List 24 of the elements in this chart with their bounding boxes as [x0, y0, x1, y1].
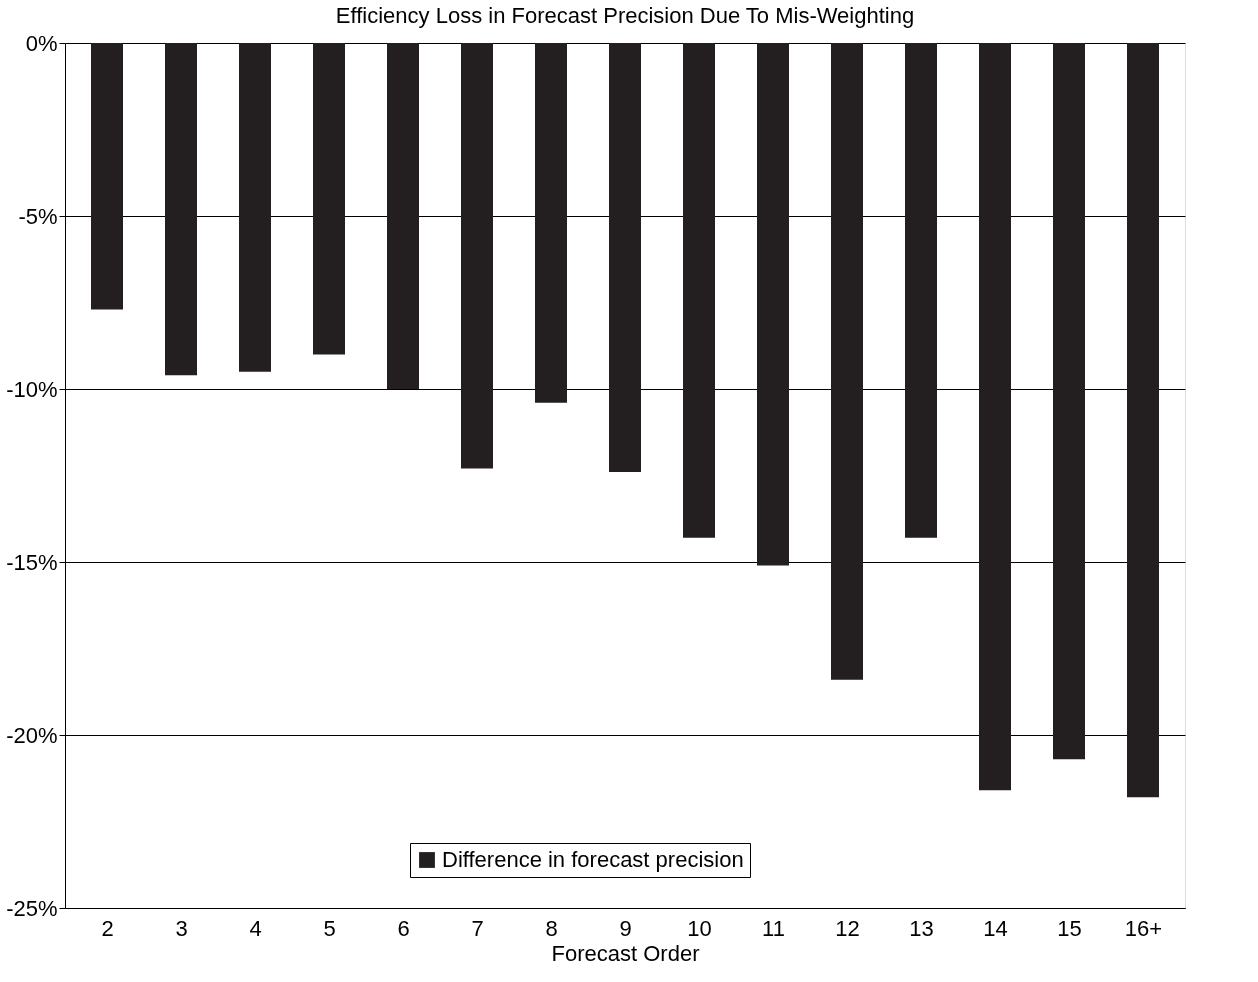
- x-tick-label: 15: [1057, 915, 1082, 941]
- x-tick-label: 3: [175, 915, 188, 941]
- chart-title: Efficiency Loss in Forecast Precision Due To Mis-Weighting: [335, 3, 915, 28]
- legend-label: Difference in forecast precision: [442, 847, 744, 872]
- x-tick-label: 12: [835, 915, 860, 941]
- x-axis-title: Forecast Order: [551, 940, 700, 966]
- x-tick-label: 2: [101, 915, 114, 941]
- x-tick-label: 10: [687, 915, 712, 941]
- y-tick-label: -20%: [6, 722, 58, 748]
- x-tick-label: 16+: [1124, 915, 1163, 941]
- x-tick-label: 8: [545, 915, 558, 941]
- y-tick-label: -10%: [6, 376, 58, 402]
- x-tick-label: 6: [397, 915, 410, 941]
- x-tick-label: 14: [983, 915, 1008, 941]
- x-tick-label: 11: [762, 915, 785, 941]
- x-tick-label: 9: [619, 915, 632, 941]
- x-tick-label: 5: [323, 915, 336, 941]
- x-tick-label: 4: [249, 915, 262, 941]
- y-tick-label: 0%: [25, 30, 58, 56]
- y-tick-label: -5%: [18, 203, 58, 229]
- y-tick-label: -15%: [6, 549, 58, 575]
- x-tick-label: 7: [471, 915, 484, 941]
- y-tick-label: -25%: [6, 895, 58, 921]
- x-tick-label: 13: [909, 915, 934, 941]
